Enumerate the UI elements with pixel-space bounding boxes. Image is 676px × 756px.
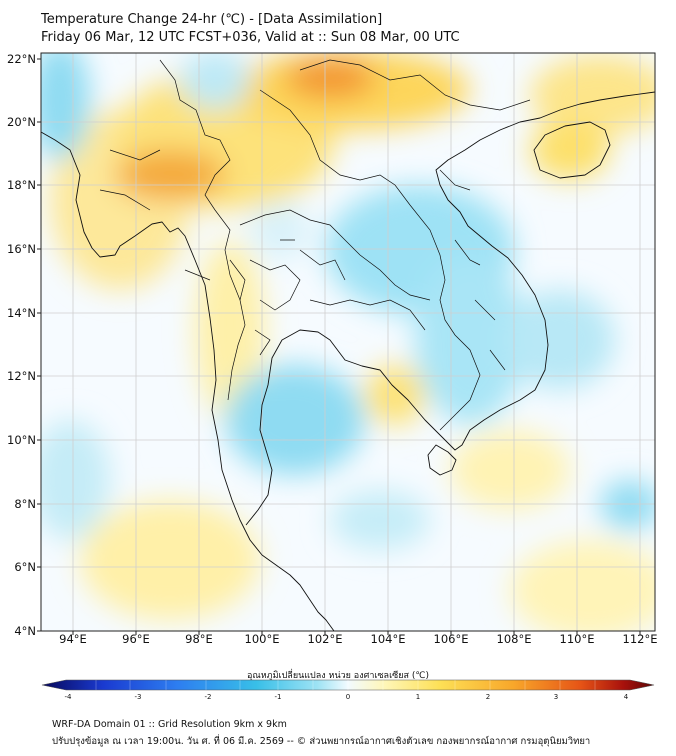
footer-credit: ปรับปรุงข้อมูล ณ เวลา 19:00น. วัน ศ. ที่… (52, 736, 591, 747)
map-title-line2: Friday 06 Mar, 12 UTC FCST+036, Valid at… (41, 30, 460, 45)
colorbar-tick: -2 (204, 693, 212, 701)
coastline-peninsula-east (245, 91, 655, 526)
lat-label: 12°N (7, 369, 36, 383)
map-title-line1: Temperature Change 24-hr (℃) - [Data Ass… (41, 12, 383, 27)
colorbar-label: อุณหภูมิเปลี่ยนแปลง หน่วย องศาเซลเซียส (… (246, 671, 430, 681)
lon-label: 112°E (622, 632, 658, 646)
colorbar-tick: 2 (485, 693, 491, 701)
warm-vietnam-south (450, 430, 570, 510)
warm-peninsula (80, 500, 260, 620)
border-myanmar-states (99, 149, 211, 281)
warm-cambodia-coast (365, 365, 425, 425)
temperature-field (41, 53, 655, 631)
lon-label: 106°E (433, 632, 469, 646)
lat-label: 10°N (7, 433, 36, 447)
lat-label: 6°N (14, 560, 36, 574)
lon-label: 110°E (559, 632, 595, 646)
cool-gulf (225, 365, 365, 475)
lat-label: 4°N (14, 624, 36, 638)
border-vietnam-provinces (439, 169, 506, 371)
colorbar-tick: 4 (623, 693, 629, 701)
cool-north-myanmar (180, 53, 250, 110)
warm-south-china (530, 55, 655, 135)
lon-label: 100°E (244, 632, 280, 646)
cool-mid-sea (330, 490, 430, 550)
lat-label: 8°N (14, 497, 36, 511)
border-laos-vietnam (259, 89, 481, 431)
lon-label: 102°E (307, 632, 343, 646)
warm-north-laos-core (285, 58, 375, 98)
plot-frame (40, 52, 656, 632)
graticule (41, 53, 655, 631)
lat-label: 22°N (7, 52, 36, 66)
warm-hainan (530, 120, 610, 180)
border-thai-laos (239, 209, 431, 301)
lon-label: 108°E (496, 632, 532, 646)
colorbar-tick: 1 (415, 693, 421, 701)
colorbar-tick: -4 (64, 693, 72, 701)
cool-cambodia (415, 255, 525, 425)
colorbar-tick: 3 (553, 693, 559, 701)
lat-label: 18°N (7, 178, 36, 192)
lon-label: 104°E (370, 632, 406, 646)
border-china-south (299, 59, 531, 111)
lat-label: 20°N (7, 115, 36, 129)
coastline-mekong-delta (427, 444, 457, 476)
border-thai-cambodia (309, 299, 426, 331)
cool-andaman (41, 420, 110, 540)
coastline-hainan (533, 121, 611, 179)
coastlines (41, 91, 655, 631)
lat-label: 14°N (7, 306, 36, 320)
warm-myanmar-south (195, 240, 265, 420)
warm-shan-core (115, 150, 225, 200)
lon-label: 96°E (122, 632, 150, 646)
colorbar-tick: -1 (274, 693, 282, 701)
tick-marks (37, 58, 641, 635)
border-thai-provinces (229, 239, 346, 356)
cool-northwest (41, 53, 90, 160)
warm-borneo (510, 540, 655, 631)
footer-model-info: WRF-DA Domain 01 :: Grid Resolution 9km … (52, 719, 287, 730)
colorbar-tick: 0 (345, 693, 351, 701)
cool-south-china-sea (600, 480, 655, 530)
cool-east-sea (505, 290, 615, 390)
lat-label: 16°N (7, 242, 36, 256)
border-myanmar-east (159, 59, 246, 401)
borders (99, 59, 531, 431)
colorbar-tick: -3 (134, 693, 142, 701)
lon-label: 98°E (185, 632, 213, 646)
coastline-mainland (41, 131, 335, 631)
lon-label: 94°E (59, 632, 87, 646)
